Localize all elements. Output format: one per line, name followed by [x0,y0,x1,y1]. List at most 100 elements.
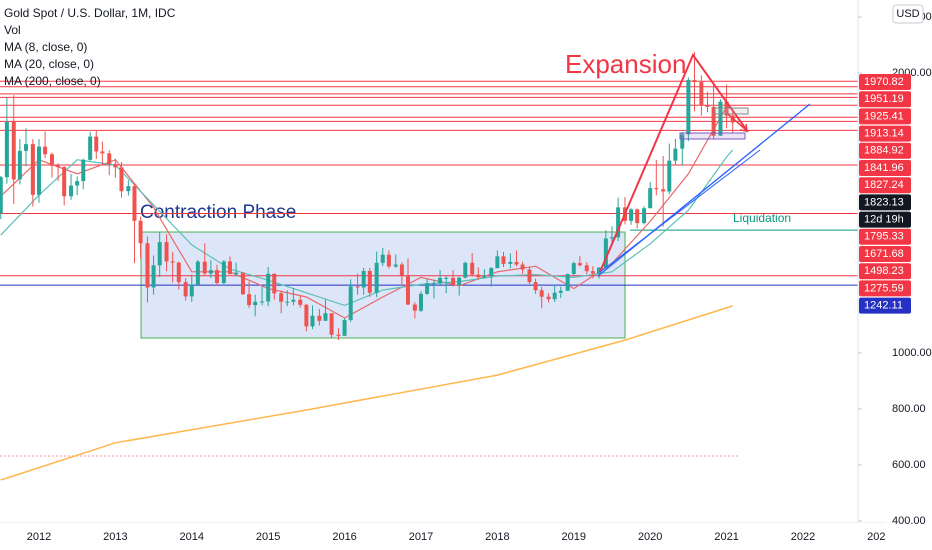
price-tag-label: 1795.33 [864,231,904,243]
candle-body [157,242,162,266]
candle-body [451,277,456,286]
trend-line [597,103,811,277]
price-tag-label: 1242.11 [864,300,903,312]
currency-button[interactable]: USD [892,4,924,24]
x-tick-label: 2017 [409,531,433,543]
price-tag [859,263,911,280]
price-tag [859,142,911,159]
x-tick-label: 2020 [638,531,662,543]
x-tick-label: 2023 [867,531,891,543]
price-tag [859,246,911,262]
price-tag [859,228,911,245]
candle-body [195,261,200,285]
candle-body [17,150,22,180]
candle-body [176,262,181,283]
candle-body [539,290,544,297]
candle-body [88,136,93,160]
x-tick-label: 2021 [714,531,738,543]
candle-body [100,151,105,154]
candle-body [692,80,697,83]
price-tag-label: 1827.24 [864,179,904,191]
expansion-triangle [599,52,749,273]
range-box [714,107,749,115]
candle-body [0,177,3,213]
candle-body [202,261,207,274]
candle-body [546,296,551,300]
candle-body [418,293,423,311]
candle-body [126,186,131,192]
candle-body [23,144,28,151]
candle-body [285,301,290,303]
candle-body [673,148,678,161]
price-tag-label: 1671.68 [864,248,904,260]
candle-body [642,208,647,224]
candle-body [234,272,239,275]
candle-body [145,243,150,288]
ma-line [0,149,734,307]
candle-body [635,209,640,224]
x-tick-label: 2013 [103,531,127,543]
candle-body [189,284,194,297]
candle-body [342,319,347,336]
price-tag-label: 1925.41 [864,110,904,122]
candle-body [667,160,672,192]
candle-body [558,290,563,293]
candle-body [577,263,582,266]
candle-body [272,273,277,294]
candle-body [183,282,188,297]
price-tag [859,280,911,297]
x-tick-label: 2022 [791,531,815,543]
candle-body [170,261,175,263]
candle-body [119,167,124,192]
candle-body [629,209,634,221]
legend-entry: MA (200, close, 0) [4,74,101,88]
candle-body [361,270,366,288]
price-tag-label: 1951.19 [864,93,904,105]
candle-body [214,270,219,283]
candle-body [81,159,86,182]
x-tick-label: 2019 [562,531,586,543]
candle-body [533,282,538,291]
candle-body [527,269,532,283]
candle-body [431,283,436,285]
currency-label[interactable]: USD [896,8,919,20]
candle-body [43,146,48,155]
candle-body [584,265,589,272]
candle-body [94,136,99,152]
y-tick-label: 400.00 [892,515,926,527]
candle-body [654,188,659,190]
candle-body [208,270,213,274]
x-tick-label: 2018 [485,531,509,543]
candle-body [69,185,74,197]
candle-body [603,238,608,268]
candle-body [107,153,112,165]
candle-body [279,293,284,302]
candle-body [552,292,557,300]
y-tick-label: 800.00 [892,403,926,415]
candle-body [386,254,391,267]
liquidation-label: Liquidation [733,211,791,225]
x-tick-label: 2016 [332,531,356,543]
candle-body [393,264,398,267]
price-tag [859,177,911,194]
candle-body [724,101,729,116]
arrow-head [739,123,748,132]
candle-body [291,299,296,302]
price-tag-label: 1884.92 [864,145,904,157]
legend: Gold Spot / U.S. Dollar, 1M, IDC Vol MA … [4,6,176,88]
price-tag-label: 1275.59 [864,282,904,294]
contraction-label: Contraction Phase [140,202,296,223]
candle-body [355,286,360,288]
candle-body [164,242,169,262]
currency-button-box[interactable] [892,4,924,24]
candle-body [438,277,443,284]
candle-body [590,271,595,274]
last-price-tag-label: 1823.13 [864,196,904,208]
candle-body [298,299,303,305]
candle-body [686,80,691,135]
candle-body [495,256,500,269]
candle-body [310,315,315,327]
candle-body [317,315,322,321]
candle-body [151,265,156,288]
